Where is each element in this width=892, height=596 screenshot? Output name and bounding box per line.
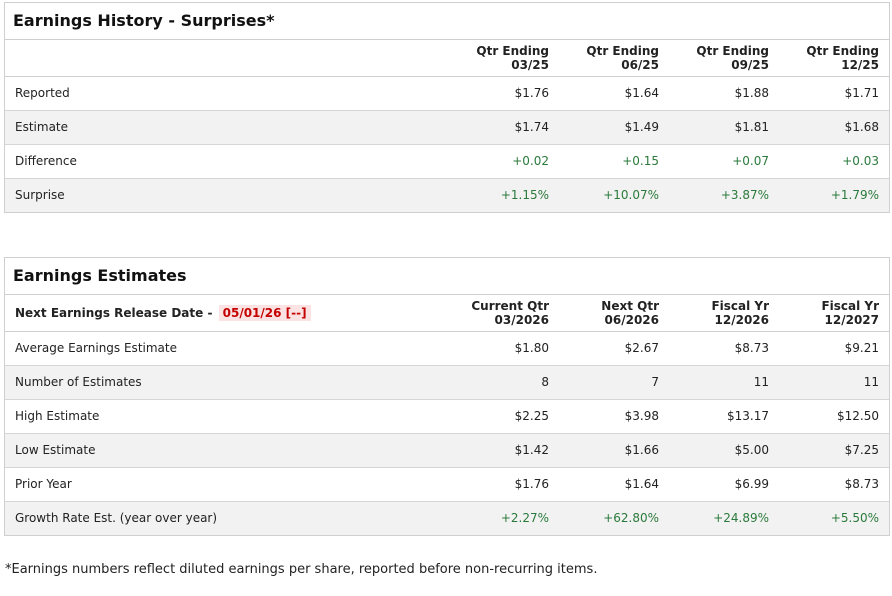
header-line2: 12/2026: [714, 312, 769, 327]
value-cell: 11: [753, 375, 769, 389]
value-cell: +3.87%: [720, 188, 769, 203]
value-cell: +24.89%: [713, 511, 769, 526]
header-current-qtr: Current Qtr 03/2026: [339, 295, 559, 331]
row-label: Low Estimate: [15, 443, 96, 457]
value-cell: $5.00: [734, 443, 769, 457]
value-cell: $1.80: [514, 341, 549, 355]
table-row-reported: Reported $1.76 $1.64 $1.88 $1.71: [5, 76, 889, 110]
table-row-estimate: Estimate $1.74 $1.49 $1.81 $1.68: [5, 110, 889, 144]
earnings-history-panel: Earnings History - Surprises* Qtr Ending…: [4, 2, 890, 213]
value-cell: 8: [541, 375, 549, 389]
value-cell: $1.49: [624, 120, 659, 134]
value-cell: +1.15%: [500, 188, 549, 203]
row-label: Reported: [15, 86, 70, 100]
value-cell: +0.02: [512, 154, 549, 168]
value-cell: $2.67: [624, 341, 659, 355]
value-cell: $9.21: [844, 341, 879, 355]
table-row-difference: Difference +0.02 +0.15 +0.07 +0.03: [5, 144, 889, 178]
row-label: Prior Year: [15, 477, 72, 491]
table-row-low-estimate: Low Estimate $1.42 $1.66 $5.00 $7.25: [5, 433, 889, 467]
row-label: Difference: [15, 154, 77, 168]
value-cell: $1.64: [624, 86, 659, 100]
header-line2: 12/25: [841, 57, 879, 72]
value-cell: +1.79%: [830, 188, 879, 203]
header-fiscal-yr-2026: Fiscal Yr 12/2026: [669, 295, 779, 331]
header-row: Next Earnings Release Date - 05/01/26 [-…: [5, 295, 889, 331]
value-cell: $1.68: [844, 120, 879, 134]
header-line1: Qtr Ending: [476, 43, 549, 58]
table-row-prior-year: Prior Year $1.76 $1.64 $6.99 $8.73: [5, 467, 889, 501]
value-cell: $1.42: [514, 443, 549, 457]
header-next-qtr: Next Qtr 06/2026: [559, 295, 669, 331]
row-label: Surprise: [15, 188, 65, 203]
header-line1: Fiscal Yr: [821, 298, 879, 313]
header-line1: Qtr Ending: [806, 43, 879, 58]
value-cell: $1.76: [514, 477, 549, 491]
row-label: Growth Rate Est. (year over year): [15, 511, 218, 526]
next-release-date-badge: 05/01/26 [--]: [218, 304, 311, 321]
header-line1: Qtr Ending: [696, 43, 769, 58]
earnings-history-table: Qtr Ending 03/25 Qtr Ending 06/25 Qtr Endi…: [5, 40, 889, 212]
header-row: Qtr Ending 03/25 Qtr Ending 06/25 Qtr Endi…: [5, 40, 889, 76]
value-cell: $1.66: [624, 443, 659, 457]
header-line2: 09/25: [731, 57, 769, 72]
header-line1: Fiscal Yr: [711, 298, 769, 313]
next-release-cell: Next Earnings Release Date - 05/01/26 [-…: [5, 295, 339, 331]
value-cell: +0.07: [732, 154, 769, 168]
table-row-growth-rate: Growth Rate Est. (year over year) +2.27%…: [5, 501, 889, 535]
header-fiscal-yr-2027: Fiscal Yr 12/2027: [779, 295, 889, 331]
value-cell: $1.76: [514, 86, 549, 100]
value-cell: +5.50%: [830, 511, 879, 526]
value-cell: $13.17: [727, 409, 769, 423]
earnings-estimates-panel: Earnings Estimates Next Earnings Release…: [4, 257, 890, 536]
header-qtr-0925: Qtr Ending 09/25: [669, 40, 779, 76]
value-cell: $8.73: [844, 477, 879, 491]
value-cell: $1.81: [734, 120, 769, 134]
header-line1: Next Qtr: [601, 298, 659, 313]
value-cell: $12.50: [837, 409, 879, 423]
next-release-label: Next Earnings Release Date -: [15, 305, 213, 320]
earnings-estimates-title: Earnings Estimates: [5, 258, 889, 295]
value-cell: $2.25: [514, 409, 549, 423]
table-row-surprise: Surprise +1.15% +10.07% +3.87% +1.79%: [5, 178, 889, 212]
header-line2: 03/25: [511, 57, 549, 72]
header-qtr-0625: Qtr Ending 06/25: [559, 40, 669, 76]
value-cell: +2.27%: [500, 511, 549, 526]
value-cell: $6.99: [734, 477, 769, 491]
row-label: High Estimate: [15, 409, 100, 423]
value-cell: $1.74: [514, 120, 549, 134]
value-cell: +0.15: [622, 154, 659, 168]
value-cell: $8.73: [734, 341, 769, 355]
header-label-cell: [5, 40, 339, 76]
table-row-average-estimate: Average Earnings Estimate $1.80 $2.67 $8…: [5, 331, 889, 365]
value-cell: 7: [651, 375, 659, 389]
value-cell: $1.71: [844, 86, 879, 100]
row-label: Number of Estimates: [15, 375, 142, 389]
value-cell: 11: [863, 375, 879, 389]
header-line2: 12/2027: [824, 312, 879, 327]
value-cell: $3.98: [624, 409, 659, 423]
value-cell: $1.88: [734, 86, 769, 100]
value-cell: +10.07%: [603, 188, 659, 203]
earnings-estimates-table: Next Earnings Release Date - 05/01/26 [-…: [5, 295, 889, 535]
value-cell: $1.64: [624, 477, 659, 491]
footnote: *Earnings numbers reflect diluted earnin…: [5, 562, 598, 577]
value-cell: +0.03: [842, 154, 879, 168]
row-label: Average Earnings Estimate: [15, 341, 177, 355]
header-line2: 06/2026: [604, 312, 659, 327]
header-qtr-1225: Qtr Ending 12/25: [779, 40, 889, 76]
header-line1: Qtr Ending: [586, 43, 659, 58]
value-cell: +62.80%: [603, 511, 659, 526]
row-label: Estimate: [15, 120, 69, 134]
table-row-number-of-estimates: Number of Estimates 8 7 11 11: [5, 365, 889, 399]
header-qtr-0325: Qtr Ending 03/25: [339, 40, 559, 76]
table-row-high-estimate: High Estimate $2.25 $3.98 $13.17 $12.50: [5, 399, 889, 433]
header-line2: 03/2026: [494, 312, 549, 327]
value-cell: $7.25: [844, 443, 879, 457]
header-line1: Current Qtr: [471, 298, 549, 313]
header-line2: 06/25: [621, 57, 659, 72]
earnings-history-title: Earnings History - Surprises*: [5, 3, 889, 40]
